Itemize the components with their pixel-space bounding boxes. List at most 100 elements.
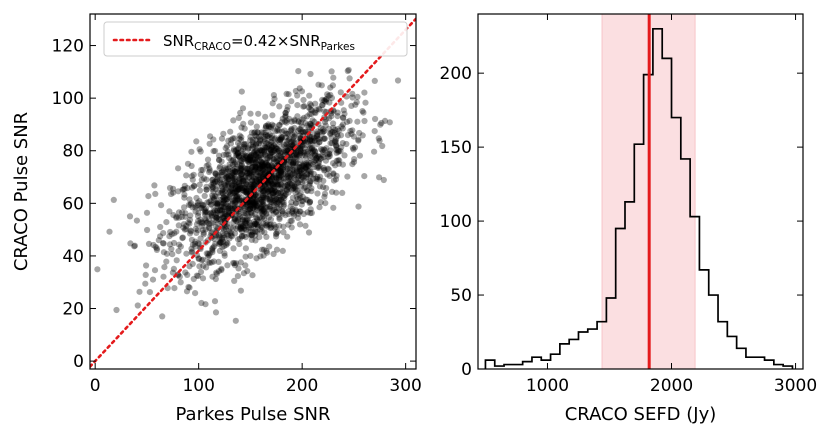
scatter-point <box>298 173 305 180</box>
scatter-point <box>335 157 342 164</box>
scatter-point <box>262 129 269 136</box>
scatter-point <box>313 178 320 185</box>
scatter-point <box>289 131 296 138</box>
scatter-point <box>252 152 260 159</box>
scatter-point <box>239 105 247 112</box>
scatter-point <box>252 200 259 207</box>
scatter-point <box>221 194 229 201</box>
scatter-point <box>247 228 254 235</box>
scatter-point <box>267 149 274 157</box>
scatter-point <box>248 201 255 208</box>
scatter-point <box>272 128 279 135</box>
scatter-point <box>191 182 198 189</box>
scatter-point <box>242 253 249 260</box>
scatter-point <box>293 149 300 156</box>
scatter-point <box>245 224 252 231</box>
scatter-point <box>251 157 258 164</box>
scatter-point <box>337 132 345 139</box>
scatter-point <box>224 196 231 203</box>
scatter-point <box>249 200 256 207</box>
scatter-point <box>230 175 237 182</box>
scatter-point <box>224 232 231 239</box>
scatter-point <box>210 148 217 155</box>
scatter-point <box>306 198 314 206</box>
scatter-point <box>271 225 278 232</box>
scatter-point <box>249 228 256 235</box>
scatter-point <box>241 217 249 224</box>
scatter-point <box>236 240 243 248</box>
scatter-point <box>198 257 205 264</box>
scatter-point <box>260 246 267 253</box>
scatter-point <box>282 147 289 154</box>
scatter-point <box>243 186 250 193</box>
scatter-point <box>260 206 267 213</box>
scatter-point <box>272 174 279 181</box>
scatter-point <box>248 157 255 164</box>
scatter-point <box>280 142 288 149</box>
scatter-point <box>258 208 265 215</box>
scatter-point <box>242 183 249 190</box>
scatter-point <box>206 165 213 172</box>
scatter-point <box>197 219 204 226</box>
y-tick-label: 50 <box>450 286 472 306</box>
scatter-point <box>246 206 254 213</box>
scatter-point <box>285 175 292 182</box>
scatter-point <box>224 173 231 180</box>
scatter-point <box>275 174 282 181</box>
scatter-point <box>252 153 259 160</box>
scatter-point <box>280 203 287 210</box>
scatter-point <box>270 221 277 228</box>
scatter-point <box>233 168 240 176</box>
scatter-point <box>321 97 328 105</box>
scatter-point <box>328 68 335 75</box>
scatter-point <box>276 122 283 129</box>
scatter-point <box>263 195 270 202</box>
scatter-point <box>248 231 255 238</box>
scatter-point <box>273 246 281 253</box>
scatter-point <box>263 210 270 217</box>
scatter-point <box>217 239 224 246</box>
scatter-point <box>239 216 247 223</box>
scatter-point <box>253 228 260 235</box>
scatter-point <box>292 199 300 206</box>
scatter-point <box>175 188 182 195</box>
scatter-point <box>253 197 260 204</box>
scatter-point <box>237 109 244 116</box>
scatter-point <box>297 136 304 143</box>
scatter-point <box>274 204 281 211</box>
scatter-point <box>321 135 328 142</box>
scatter-point <box>320 135 327 142</box>
scatter-point <box>179 234 186 241</box>
scatter-point <box>256 151 264 159</box>
scatter-point <box>233 161 240 168</box>
scatter-point <box>286 161 293 168</box>
scatter-point <box>288 171 295 178</box>
scatter-point <box>297 126 304 133</box>
scatter-point <box>170 212 177 219</box>
scatter-point <box>265 188 272 195</box>
scatter-point <box>307 120 314 127</box>
scatter-point <box>320 152 327 159</box>
scatter-point <box>197 268 205 276</box>
scatter-point <box>198 166 205 174</box>
scatter-point <box>394 77 402 84</box>
scatter-point <box>209 184 216 191</box>
scatter-point <box>168 231 175 238</box>
scatter-point <box>266 124 273 131</box>
scatter-point <box>335 148 342 156</box>
scatter-point <box>266 243 273 250</box>
scatter-point <box>300 149 307 156</box>
scatter-point <box>249 201 257 209</box>
scatter-point <box>255 133 262 140</box>
scatter-point <box>210 188 217 195</box>
scatter-point <box>320 154 327 161</box>
scatter-point <box>233 187 241 194</box>
scatter-point <box>271 193 278 200</box>
scatter-point <box>239 177 246 184</box>
scatter-point <box>295 143 302 150</box>
scatter-point <box>231 135 238 142</box>
scatter-point <box>306 199 313 206</box>
scatter-point <box>225 207 232 214</box>
scatter-point <box>314 132 321 140</box>
